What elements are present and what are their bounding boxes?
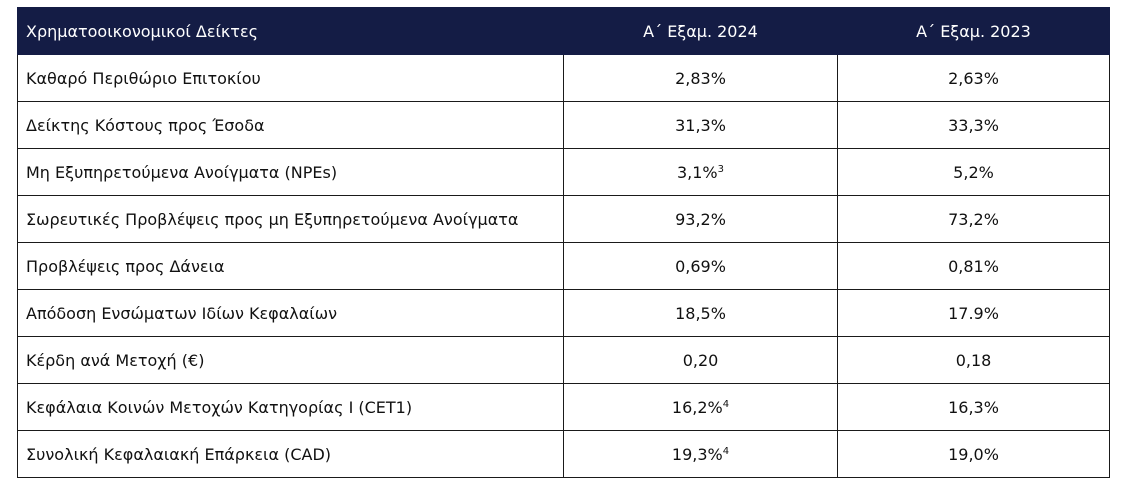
row-label: Κέρδη ανά Μετοχή (€) (17, 336, 564, 384)
header-row: Χρηματοοικονομικοί Δείκτες Α΄ Εξαμ. 2024… (17, 7, 1110, 55)
table-row: Μη Εξυπηρετούμενα Ανοίγματα (NPEs) 3,1%3… (17, 148, 1110, 196)
value-2024-text: 31,3% (675, 115, 726, 135)
value-2024: 93,2% (563, 195, 838, 243)
value-2024-text: 19,3% (671, 444, 723, 464)
value-2024-text: 93,2% (675, 209, 726, 229)
footnote-marker: 3 (717, 163, 725, 175)
table-row: Συνολική Κεφαλαιακή Επάρκεια (CAD) 19,3%… (17, 430, 1110, 478)
value-2023: 16,3% (837, 383, 1110, 431)
row-label: Μη Εξυπηρετούμενα Ανοίγματα (NPEs) (17, 148, 564, 196)
value-2024-text: 18,5% (675, 303, 726, 323)
value-2023: 33,3% (837, 101, 1110, 149)
table-row: Σωρευτικές Προβλέψεις προς μη Εξυπηρετού… (17, 195, 1110, 243)
financial-ratios-table: Χρηματοοικονομικοί Δείκτες Α΄ Εξαμ. 2024… (17, 7, 1110, 478)
row-label: Κεφάλαια Κοινών Μετοχών Κατηγορίας Ι (CE… (17, 383, 564, 431)
table-header: Χρηματοοικονομικοί Δείκτες Α΄ Εξαμ. 2024… (17, 7, 1110, 55)
value-2023: 73,2% (837, 195, 1110, 243)
row-label: Απόδοση Ενσώματων Ιδίων Κεφαλαίων (17, 289, 564, 337)
table-row: Κεφάλαια Κοινών Μετοχών Κατηγορίας Ι (CE… (17, 383, 1110, 431)
value-2024-text: 0,69% (675, 256, 726, 276)
value-2024-text: 16,2% (671, 397, 723, 417)
row-label: Συνολική Κεφαλαιακή Επάρκεια (CAD) (17, 430, 564, 478)
table-row: Προβλέψεις προς Δάνεια 0,69% 0,81% (17, 242, 1110, 290)
value-2024: 0,69% (563, 242, 838, 290)
value-2024: 31,3% (563, 101, 838, 149)
row-label: Καθαρό Περιθώριο Επιτοκίου (17, 54, 564, 102)
row-label: Δείκτης Κόστους προς Έσοδα (17, 101, 564, 149)
value-2024: 16,2%4 (563, 383, 838, 431)
value-2024-text: 3,1% (676, 162, 718, 182)
table-body: Καθαρό Περιθώριο Επιτοκίου 2,83% 2,63% Δ… (17, 54, 1110, 478)
value-2023: 0,18 (837, 336, 1110, 384)
table-row: Καθαρό Περιθώριο Επιτοκίου 2,83% 2,63% (17, 54, 1110, 102)
table-row: Κέρδη ανά Μετοχή (€) 0,20 0,18 (17, 336, 1110, 384)
header-h1-2023: Α΄ Εξαμ. 2023 (837, 7, 1110, 55)
value-2024: 19,3%4 (563, 430, 838, 478)
financial-ratios-table-container: Χρηματοοικονομικοί Δείκτες Α΄ Εξαμ. 2024… (17, 7, 1110, 478)
footnote-marker: 4 (722, 398, 730, 410)
value-2024: 18,5% (563, 289, 838, 337)
value-2023: 2,63% (837, 54, 1110, 102)
header-h1-2024: Α΄ Εξαμ. 2024 (563, 7, 838, 55)
header-indicators: Χρηματοοικονομικοί Δείκτες (17, 7, 564, 55)
table-row: Απόδοση Ενσώματων Ιδίων Κεφαλαίων 18,5% … (17, 289, 1110, 337)
value-2024: 3,1%3 (563, 148, 838, 196)
footnote-marker: 4 (722, 445, 730, 457)
row-label: Προβλέψεις προς Δάνεια (17, 242, 564, 290)
value-2024-text: 2,83% (675, 68, 726, 88)
row-label: Σωρευτικές Προβλέψεις προς μη Εξυπηρετού… (17, 195, 564, 243)
value-2024: 0,20 (563, 336, 838, 384)
value-2023: 19,0% (837, 430, 1110, 478)
value-2023: 17.9% (837, 289, 1110, 337)
table-row: Δείκτης Κόστους προς Έσοδα 31,3% 33,3% (17, 101, 1110, 149)
value-2024-text: 0,20 (682, 350, 719, 370)
value-2023: 5,2% (837, 148, 1110, 196)
value-2024: 2,83% (563, 54, 838, 102)
value-2023: 0,81% (837, 242, 1110, 290)
